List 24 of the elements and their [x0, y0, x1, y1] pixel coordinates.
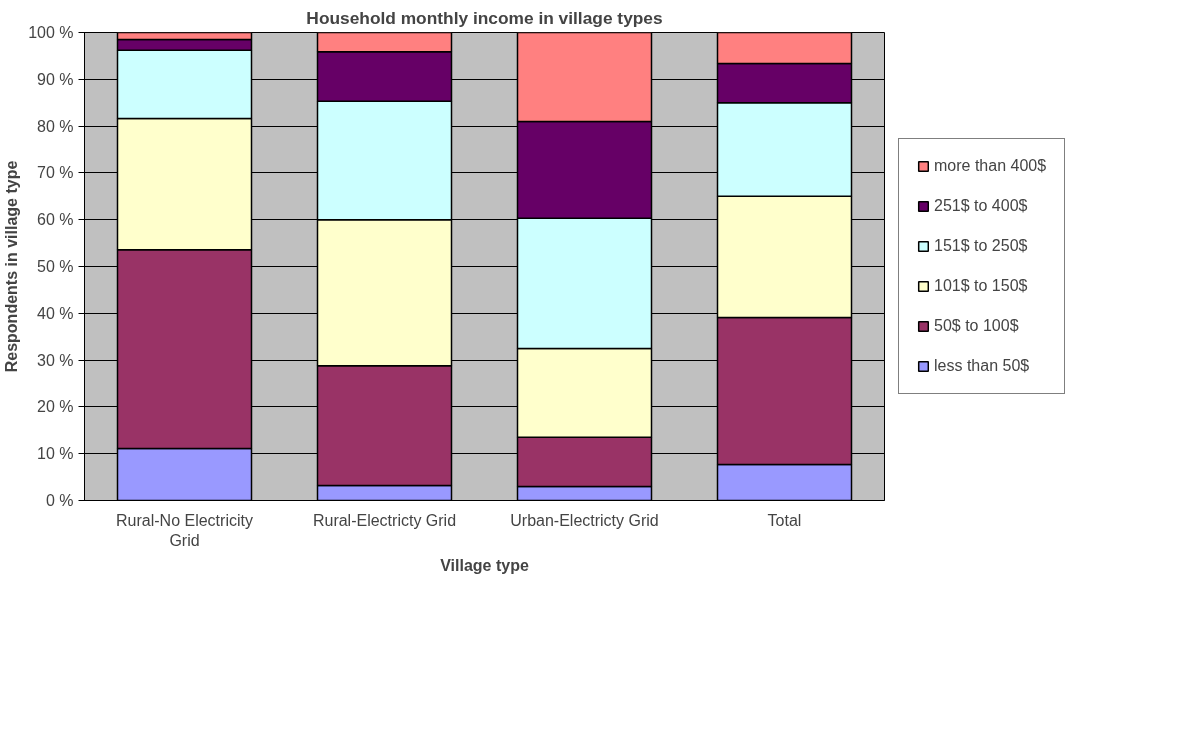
y-tick-label: 80 %	[37, 117, 74, 135]
legend-label: more than 400$	[934, 157, 1047, 175]
legend-label: 50$ to 100$	[934, 317, 1019, 335]
y-tick-label: 0 %	[45, 492, 74, 509]
y-tick-label: 50 %	[37, 258, 74, 275]
x-tick-label: Total	[767, 511, 802, 529]
x-tick-label: Rural-No Electricity Grid	[116, 511, 253, 549]
legend-label: 101$ to 150$	[934, 277, 1028, 295]
y-tick-label: 10 %	[37, 445, 74, 463]
y-tick-label: 90 %	[37, 70, 74, 88]
legend-label: 151$ to 250$	[934, 237, 1028, 255]
x-tick-label: Rural-Electricty Grid	[312, 511, 457, 529]
y-axis-title: Respondents in village type	[3, 160, 21, 373]
chart-title: Household monthly income in village types	[306, 7, 663, 28]
y-tick-label: 70 %	[37, 164, 74, 182]
y-tick-label: 60 %	[37, 211, 74, 229]
legend-label: 251$ to 400$	[934, 197, 1028, 215]
x-axis-title: Village type	[440, 556, 529, 574]
y-tick-label: 30 %	[37, 351, 74, 369]
y-tick-label: 100 %	[28, 24, 74, 41]
legend-label: less than 50$	[934, 357, 1030, 375]
y-tick-label: 40 %	[37, 304, 74, 322]
y-tick-label: 20 %	[37, 398, 74, 416]
x-tick-label: Urban-Electricty Grid	[510, 511, 659, 529]
